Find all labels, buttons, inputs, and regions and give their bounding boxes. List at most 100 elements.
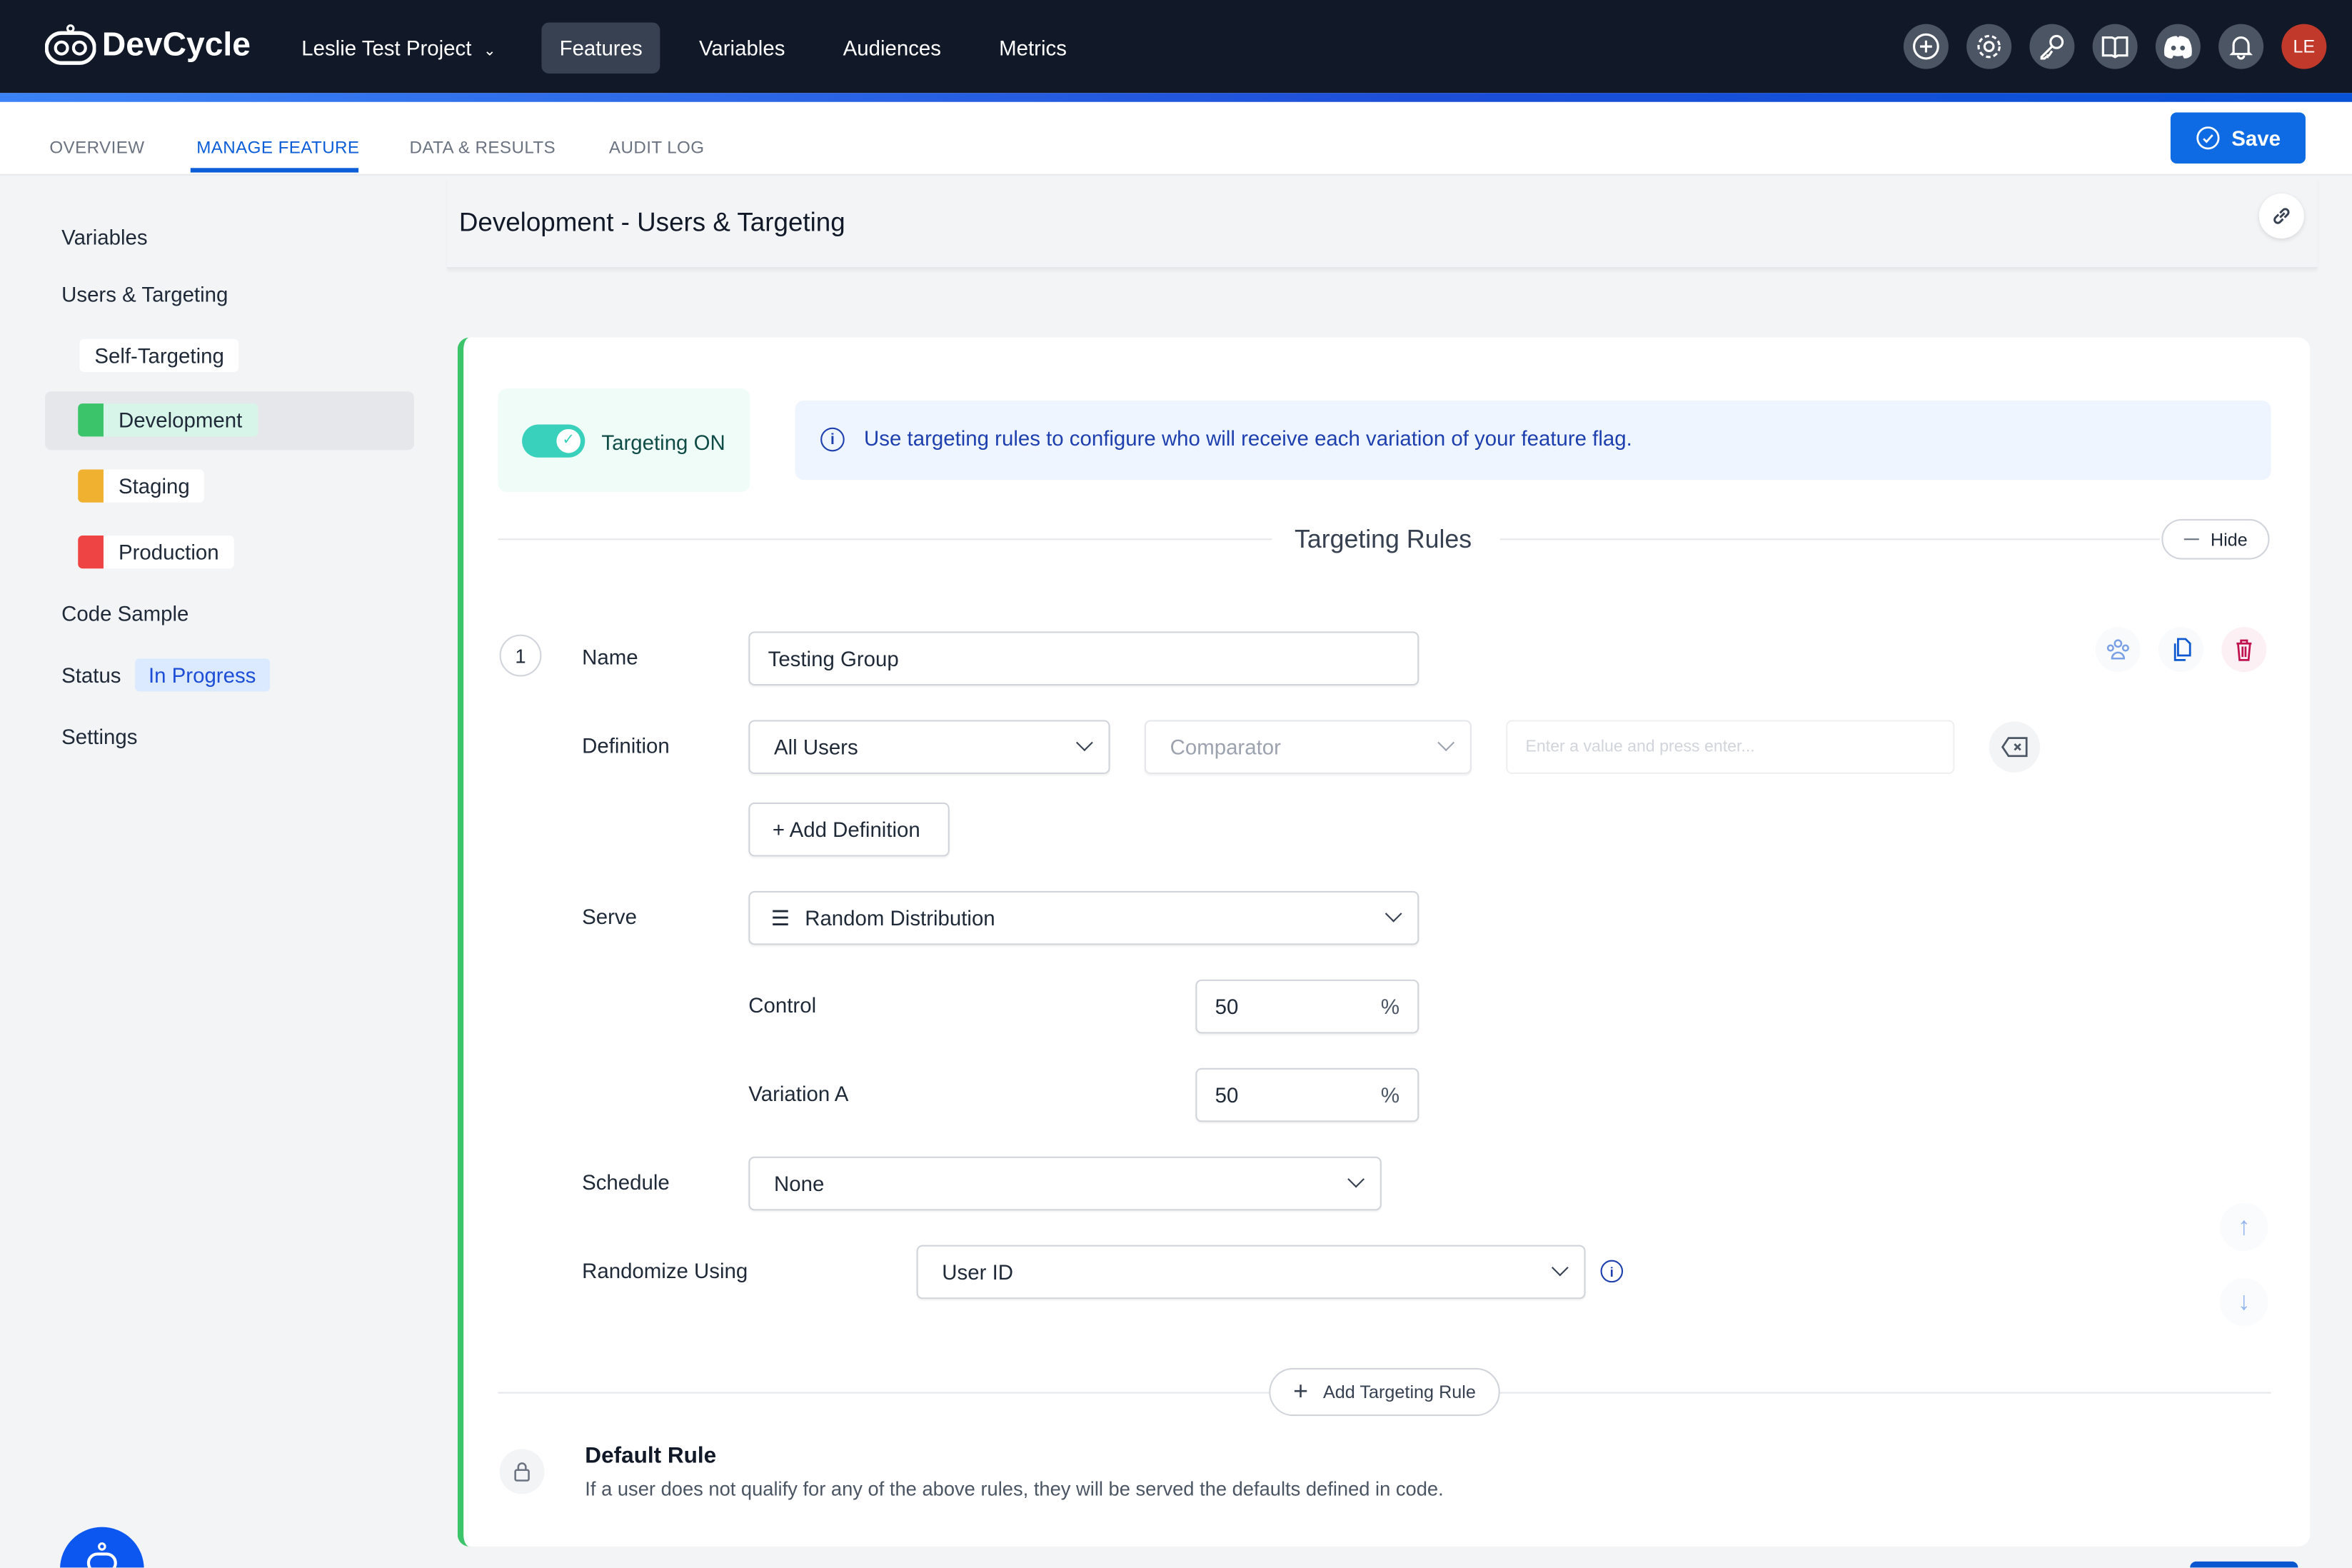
schedule-label: Schedule (582, 1170, 670, 1195)
tab-audit-log[interactable]: AUDIT LOG (608, 139, 705, 158)
minus-icon (2183, 538, 2199, 541)
chevron-down-icon: ⌄ (483, 43, 496, 61)
plus-circle-icon[interactable] (1903, 24, 1949, 69)
status-label: Status (61, 663, 121, 688)
serve-select[interactable]: ☰ Random Distribution (748, 890, 1419, 945)
lock-icon (499, 1449, 545, 1494)
sidebar-item-variables[interactable]: Variables (61, 225, 148, 249)
tab-manage-feature[interactable]: MANAGE FEATURE (196, 139, 360, 158)
definition-value: All Users (774, 735, 858, 760)
page-title: Development - Users & Targeting (458, 206, 845, 237)
gear-icon[interactable] (1966, 24, 2012, 69)
copy-icon[interactable] (2158, 627, 2204, 673)
bell-icon[interactable] (2218, 24, 2264, 69)
tab-overview[interactable]: OVERVIEW (49, 139, 145, 158)
audience-icon[interactable] (2095, 627, 2141, 673)
accent-strip (0, 93, 2352, 102)
nav-variables[interactable]: Variables (698, 36, 785, 61)
check-circle-icon (2196, 126, 2219, 150)
link-icon[interactable] (2258, 194, 2304, 239)
clear-value-icon[interactable] (1989, 721, 2041, 773)
feature-tab-bar (0, 101, 2352, 176)
percent-unit: % (1380, 1082, 1400, 1107)
sidebar-item-settings[interactable]: Settings (61, 724, 138, 749)
percent-unit: % (1380, 994, 1400, 1019)
hide-rules-button[interactable]: Hide (2161, 518, 2270, 560)
schedule-select[interactable]: None (748, 1156, 1382, 1211)
rule-name-input[interactable]: Testing Group (748, 631, 1419, 686)
hide-label: Hide (2210, 528, 2248, 550)
serve-value: Random Distribution (805, 905, 995, 930)
schedule-value: None (774, 1171, 825, 1196)
status-badge[interactable]: In Progress (135, 658, 270, 692)
project-selector[interactable]: Leslie Test Project ⌄ (301, 36, 496, 60)
nav-features[interactable]: Features (541, 22, 660, 74)
trash-icon[interactable] (2221, 627, 2267, 673)
control-percent-input[interactable]: 50% (1195, 979, 1419, 1034)
definition-label: Definition (582, 733, 670, 758)
discord-icon[interactable] (2155, 24, 2201, 69)
key-icon[interactable] (2029, 24, 2075, 69)
variation-a-label: Variation A (748, 1081, 849, 1106)
env-label: Production (118, 540, 219, 564)
env-color-swatch (78, 403, 104, 437)
info-icon: i (820, 427, 845, 452)
chevron-down-icon (1384, 905, 1402, 923)
add-targeting-rule-button[interactable]: + Add Targeting Rule (1269, 1367, 1500, 1417)
devcycle-logo[interactable]: DevCycle (45, 24, 251, 66)
partial-bottom-button[interactable] (2190, 1561, 2298, 1568)
info-banner (795, 400, 2271, 481)
sidebar-env-development[interactable]: Development (78, 403, 258, 437)
default-rule-title: Default Rule (585, 1442, 717, 1469)
sidebar-item-users-targeting[interactable]: Users & Targeting (61, 281, 228, 306)
chevron-down-icon (1075, 734, 1093, 752)
variation-a-percent-input[interactable]: 50% (1195, 1067, 1419, 1122)
rule-number: 1 (499, 634, 542, 677)
info-text: Use targeting rules to configure who wil… (864, 426, 1632, 451)
book-icon[interactable] (2092, 24, 2138, 69)
check-icon: ✓ (556, 428, 581, 453)
save-label: Save (2231, 126, 2281, 151)
move-up-icon[interactable]: ↑ (2220, 1202, 2268, 1252)
env-label: Development (118, 408, 243, 433)
randomize-select[interactable]: User ID (916, 1245, 1586, 1300)
divider (1499, 538, 2161, 541)
add-rule-label: Add Targeting Rule (1322, 1381, 1476, 1403)
chat-bot-button[interactable] (60, 1527, 144, 1568)
nav-audiences[interactable]: Audiences (843, 36, 942, 61)
page-header (447, 177, 2318, 269)
targeting-toggle-label: Targeting ON (601, 430, 725, 455)
default-rule-description: If a user does not qualify for any of th… (585, 1477, 1444, 1500)
control-label: Control (748, 992, 817, 1017)
info-icon[interactable]: i (1600, 1260, 1624, 1283)
chevron-down-icon (1437, 734, 1455, 752)
move-down-icon[interactable]: ↓ (2220, 1277, 2268, 1327)
comparator-placeholder: Comparator (1170, 735, 1281, 760)
sidebar-env-staging[interactable]: Staging (78, 469, 205, 503)
comparator-select[interactable]: Comparator (1144, 720, 1472, 775)
tab-data-results[interactable]: DATA & RESULTS (409, 139, 556, 158)
variation-a-value: 50 (1215, 1082, 1239, 1107)
brand-name: DevCycle (101, 25, 251, 64)
env-color-swatch (78, 535, 104, 569)
env-color-swatch (78, 469, 104, 503)
project-name: Leslie Test Project (301, 36, 472, 61)
value-input[interactable]: Enter a value and press enter... (1506, 720, 1955, 775)
top-nav-bar (0, 0, 2352, 94)
user-avatar[interactable]: LE (2281, 24, 2327, 69)
serve-label: Serve (582, 904, 637, 929)
env-label: Staging (118, 473, 190, 498)
sidebar-item-code-sample[interactable]: Code Sample (61, 601, 189, 626)
sliders-icon: ☰ (770, 905, 790, 930)
robot-icon (86, 1542, 117, 1568)
self-targeting-label: Self-Targeting (94, 343, 224, 368)
save-button[interactable]: Save (2170, 112, 2306, 164)
chevron-down-icon (1551, 1259, 1569, 1277)
definition-select[interactable]: All Users (748, 720, 1110, 775)
add-definition-button[interactable]: + Add Definition (748, 802, 950, 857)
randomize-label: Randomize Using (582, 1258, 748, 1283)
targeting-toggle[interactable]: ✓ (522, 424, 586, 458)
sidebar-item-self-targeting[interactable]: Self-Targeting (79, 338, 239, 372)
sidebar-env-production[interactable]: Production (78, 535, 234, 569)
nav-metrics[interactable]: Metrics (999, 36, 1067, 61)
